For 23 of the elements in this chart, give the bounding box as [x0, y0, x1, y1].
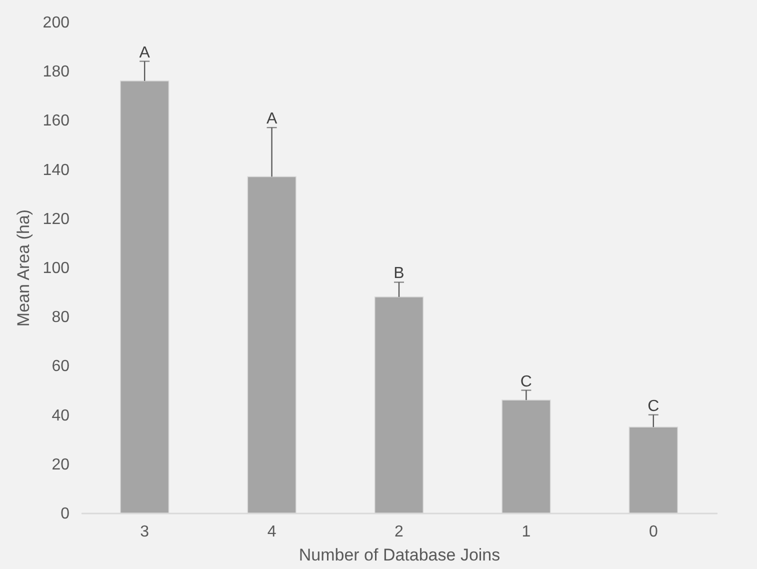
y-tick-label: 140 — [42, 162, 70, 179]
y-tick-label: 40 — [52, 407, 70, 424]
x-tick-label: 1 — [522, 524, 531, 540]
y-tick-label: 100 — [42, 260, 70, 277]
y-tick-label: 180 — [42, 64, 70, 81]
x-tick-label: 3 — [140, 524, 150, 540]
y-tick-label: 0 — [60, 506, 70, 522]
annotation: A — [266, 110, 278, 128]
y-tick-label: 200 — [42, 14, 70, 32]
y-tick-label: 20 — [52, 456, 70, 474]
annotation: A — [139, 44, 150, 62]
x-tick-label: 2 — [394, 524, 404, 540]
x-axis-title: Number of Database Joins — [298, 546, 500, 564]
y-tick-label: 80 — [52, 309, 70, 326]
x-tick-label: 4 — [267, 524, 276, 540]
y-tick-label: 60 — [52, 358, 70, 376]
y-tick-label: 120 — [42, 210, 70, 228]
annotation: C — [648, 398, 660, 415]
y-axis-title: Mean Area (ha) — [14, 209, 33, 327]
x-tick-label: 0 — [648, 524, 658, 540]
y-tick-label: 160 — [42, 112, 70, 130]
annotation: B — [394, 265, 404, 282]
annotation: C — [520, 373, 532, 390]
